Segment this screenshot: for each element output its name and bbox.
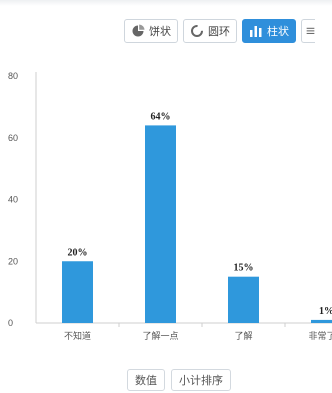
list-view-button[interactable] xyxy=(301,19,315,43)
x-category-label: 非常了解 xyxy=(308,330,332,341)
data-label: 20% xyxy=(68,247,88,258)
value-button[interactable]: 数值 xyxy=(127,369,165,391)
bar xyxy=(62,261,93,323)
pie-chart-icon xyxy=(132,24,145,37)
bar-chart: 0 20 40 60 80 20% 不知道 64% 了解一点 15% 了解 1% 非常了解 xyxy=(8,71,332,341)
pie-chart-button[interactable]: 饼状 xyxy=(124,19,178,43)
ring-chart-icon xyxy=(191,25,203,37)
x-category-label: 不知道 xyxy=(64,330,91,341)
ring-chart-label: 圆环 xyxy=(208,26,230,38)
bar xyxy=(228,276,259,323)
y-tick-label: 80 xyxy=(8,71,18,81)
chart-type-toolbar: 饼状 圆环 柱状 xyxy=(124,18,315,44)
x-category-label: 了解 xyxy=(234,330,252,341)
ring-chart-button[interactable]: 圆环 xyxy=(183,19,237,43)
y-tick-label: 60 xyxy=(8,133,18,143)
y-tick-label: 40 xyxy=(8,195,18,205)
bar-chart-button[interactable]: 柱状 xyxy=(242,19,296,43)
y-tick-label: 0 xyxy=(8,318,13,328)
data-label: 1% xyxy=(319,306,332,317)
data-label: 15% xyxy=(234,263,254,274)
list-icon xyxy=(306,27,315,34)
bar-chart-label: 柱状 xyxy=(267,26,289,38)
bar xyxy=(311,319,332,323)
chart-footer-buttons: 数值 小计排序 xyxy=(127,369,231,391)
top-shade xyxy=(0,0,332,6)
pie-chart-label: 饼状 xyxy=(149,26,171,38)
bar-chart-icon xyxy=(250,26,262,37)
data-label: 64% xyxy=(151,111,171,122)
y-tick-label: 20 xyxy=(8,256,18,266)
x-category-label: 了解一点 xyxy=(142,330,178,341)
bar xyxy=(145,125,176,324)
subtotal-sort-button[interactable]: 小计排序 xyxy=(171,369,231,391)
